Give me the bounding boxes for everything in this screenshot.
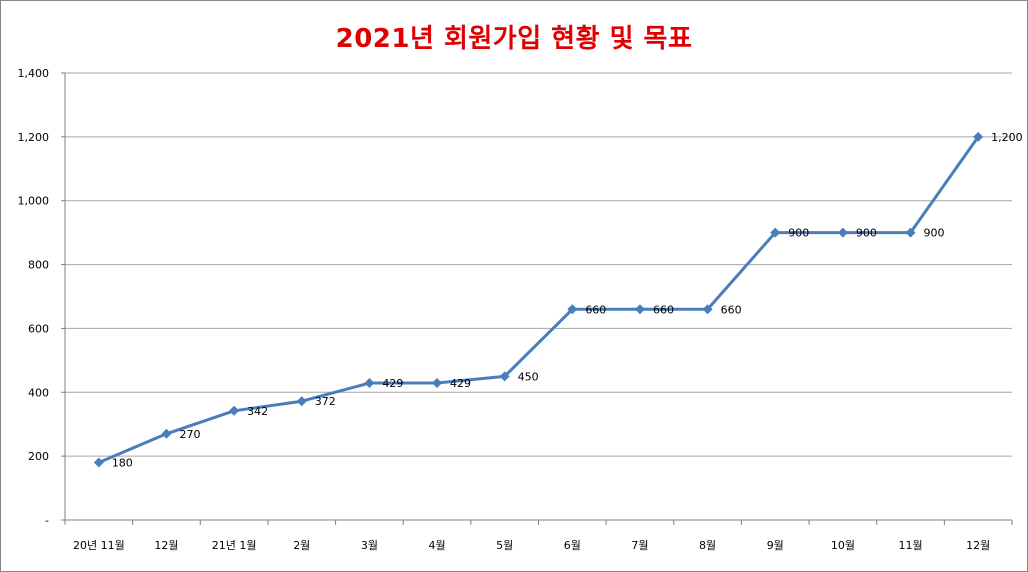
x-tick-label: 8월 [699,539,716,552]
data-label: 429 [450,377,471,390]
data-point [770,227,781,238]
x-tick-label: 4월 [428,539,445,552]
x-tick-label: 20년 11월 [73,539,125,552]
data-label: 660 [653,303,674,316]
data-label: 900 [788,227,809,240]
data-label: 270 [179,428,200,441]
data-point [229,405,240,416]
series-polyline [98,135,980,464]
x-tick-label: 6월 [564,539,581,552]
x-tick-label: 3월 [361,539,378,552]
data-label: 1,200 [991,131,1023,144]
data-point [973,131,984,142]
chart-title: 2021년 회원가입 현황 및 목표 [335,24,693,54]
data-point [837,227,848,238]
data-point [499,371,510,382]
data-label: 900 [924,227,945,240]
data-point [567,304,578,315]
x-tick-label: 12월 [966,539,990,552]
data-label: 342 [247,405,268,418]
data-markers [93,131,984,468]
x-tick-label: 5월 [496,539,513,552]
series-line [98,135,980,464]
y-tick-label: 600 [28,322,49,335]
data-point [702,304,713,315]
data-point [296,396,307,407]
x-axis-ticks: 20년 11월 12월 21년 1월 2월 3월 4월 5월 6월 7월 8월 9월 10월 11월 12… [64,520,1013,552]
data-label: 660 [585,303,606,316]
y-tick-label: - [45,514,49,527]
data-label: 429 [382,377,403,390]
x-tick-label: 2월 [293,539,310,552]
x-tick-label: 9월 [767,539,784,552]
x-tick-label: 10월 [831,539,855,552]
x-tick-label: 7월 [631,539,648,552]
y-tick-label: 200 [28,450,49,463]
data-point [93,457,104,468]
data-point [364,378,375,389]
y-tick-label: 1,200 [18,131,50,144]
y-tick-label: 800 [28,259,49,272]
data-label: 180 [112,457,133,470]
x-tick-label: 12월 [154,539,178,552]
data-label: 900 [856,227,877,240]
data-label: 660 [721,303,742,316]
data-labels: 180 270 342 372 429 429 450 660 660 660 900 900 900 1… [112,131,1023,470]
data-point [432,378,443,389]
data-point [634,304,645,315]
data-label: 450 [518,370,539,383]
data-point [905,227,916,238]
y-axis-ticks: - 200 400 600 800 1,000 1,200 1,400 [18,67,65,527]
y-tick-label: 1,400 [18,67,50,80]
data-label: 372 [315,395,336,408]
data-point [161,428,172,439]
gridlines [65,72,1012,457]
y-tick-label: 1,000 [18,195,50,208]
x-tick-label: 21년 1월 [212,539,257,552]
x-tick-label: 11월 [898,539,922,552]
y-tick-label: 400 [28,386,49,399]
axes [64,73,1012,521]
